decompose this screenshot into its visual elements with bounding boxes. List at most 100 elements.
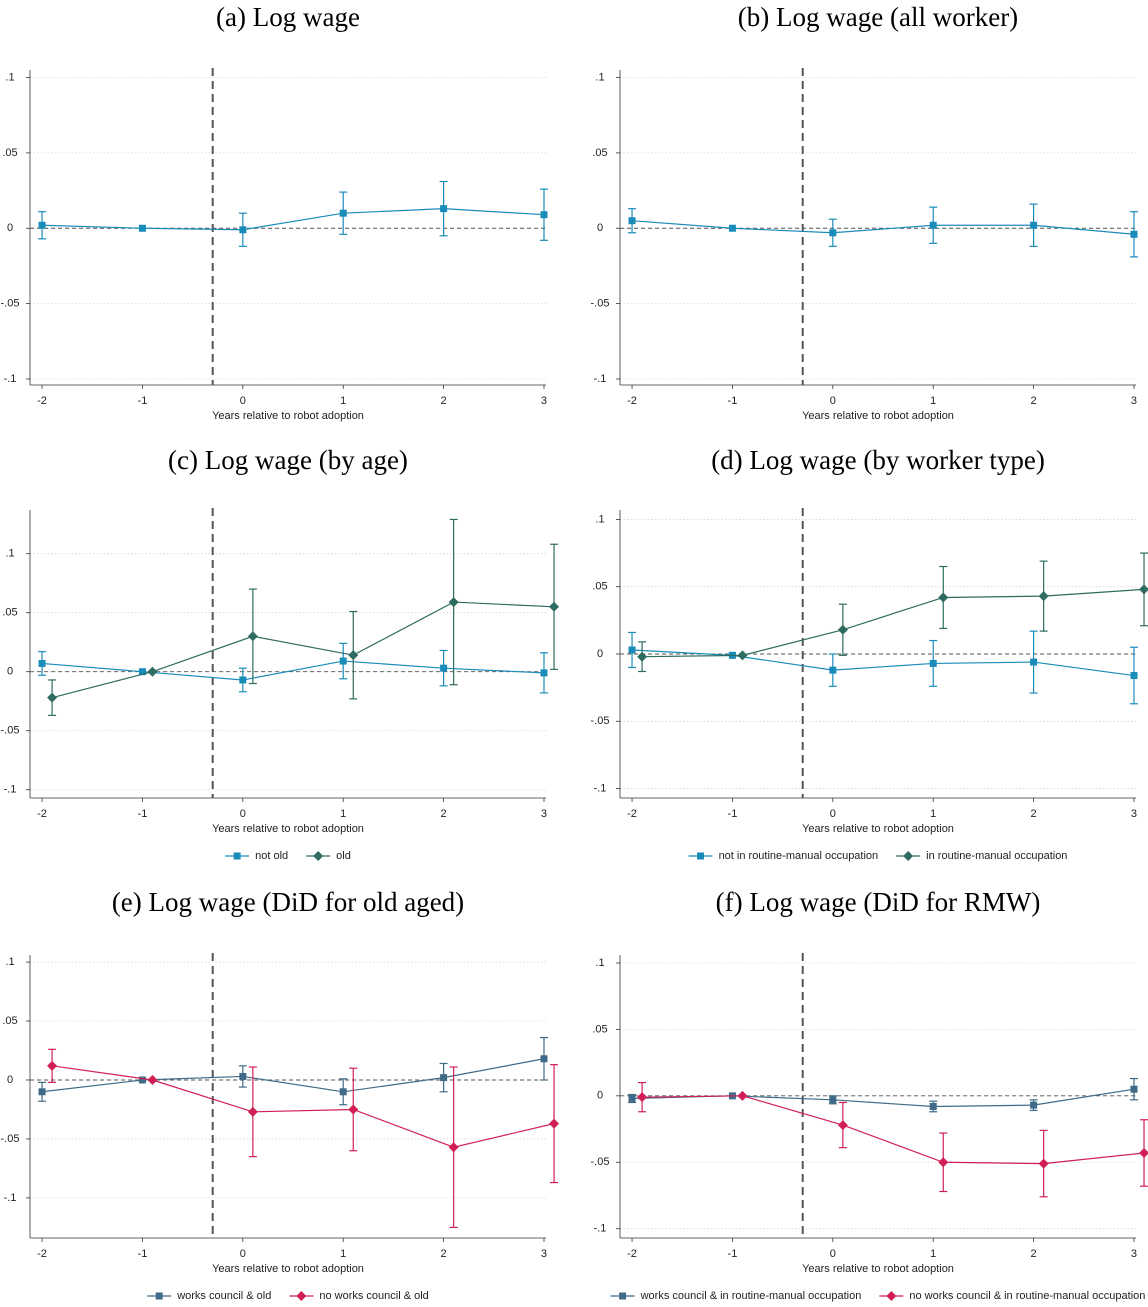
x-tick-label: 1 xyxy=(930,1248,936,1260)
x-tick-label: -1 xyxy=(728,808,738,820)
y-tick-label: -.1 xyxy=(594,782,607,794)
x-tick-label: 0 xyxy=(830,395,836,407)
data-point xyxy=(138,668,146,676)
data-point xyxy=(147,1074,158,1085)
legend-marker xyxy=(296,1291,307,1301)
chart-title: (e) Log wage (DiD for old aged) xyxy=(112,887,464,917)
y-tick-label: -.05 xyxy=(1,725,20,737)
data-point xyxy=(929,1102,937,1110)
series-line xyxy=(632,220,1135,235)
legend-marker xyxy=(155,1292,163,1300)
chart-panel: (e) Log wage (DiD for old aged) -.1 -.05 0.… xyxy=(1,887,560,1302)
legend-marker xyxy=(903,851,914,861)
y-tick-label: .05 xyxy=(2,147,17,159)
chart-title: (a) Log wage xyxy=(216,2,360,32)
y-tick-label: 0 xyxy=(7,666,13,678)
y-tick-label: -.1 xyxy=(4,784,17,796)
series-line xyxy=(52,1065,555,1148)
x-tick-label: 2 xyxy=(1031,808,1037,820)
x-tick-label: -2 xyxy=(627,1248,637,1260)
y-tick-label: .1 xyxy=(595,71,604,83)
data-point xyxy=(138,1076,146,1084)
chart-panel: (b) Log wage (all worker) -.1 -.05 0 .05 .1 -2… xyxy=(591,2,1138,422)
chart-panel: (d) Log wage (by worker type) -.1 -.05 0 .05… xyxy=(591,445,1148,862)
series-line xyxy=(51,601,555,699)
series-line xyxy=(42,208,545,231)
x-tick-label: -2 xyxy=(627,808,637,820)
legend: not old old xyxy=(225,850,351,862)
data-point xyxy=(440,1074,448,1082)
y-tick-label: .1 xyxy=(5,548,14,560)
x-tick-label: 2 xyxy=(441,1248,447,1260)
data-point xyxy=(938,1157,949,1168)
data-point xyxy=(728,224,736,232)
data-point xyxy=(147,666,158,677)
x-tick-label: 2 xyxy=(1031,395,1037,407)
x-axis-title: Years relative to robot adoption xyxy=(212,410,364,422)
data-point xyxy=(1038,591,1049,602)
data-point xyxy=(1130,672,1138,680)
data-point xyxy=(339,209,347,217)
data-point xyxy=(440,664,448,672)
x-tick-label: -2 xyxy=(37,1248,47,1260)
data-point xyxy=(138,224,146,232)
data-point xyxy=(348,1104,359,1115)
data-point xyxy=(929,221,937,229)
data-point xyxy=(38,659,46,667)
data-point xyxy=(247,1106,258,1117)
y-tick-label: -.05 xyxy=(1,298,20,310)
data-point xyxy=(339,657,347,665)
legend-marker xyxy=(697,852,705,860)
x-tick-label: 1 xyxy=(340,1248,346,1260)
x-tick-label: 0 xyxy=(240,808,246,820)
series-line xyxy=(632,1088,1135,1108)
data-point xyxy=(1030,658,1038,666)
y-tick-label: .1 xyxy=(5,71,14,83)
data-point xyxy=(1038,1158,1049,1169)
chart-title: (c) Log wage (by age) xyxy=(168,445,408,475)
data-point xyxy=(628,646,636,654)
data-point xyxy=(339,1088,347,1096)
y-tick-label: .05 xyxy=(592,147,607,159)
legend-label: not old xyxy=(255,850,288,862)
legend-marker xyxy=(886,1291,897,1301)
x-tick-label: 3 xyxy=(541,395,547,407)
legend: not in routine-manual occupation in routi… xyxy=(688,850,1067,862)
x-axis-title: Years relative to robot adoption xyxy=(212,1263,364,1275)
data-point xyxy=(938,592,949,603)
chart-title: (f) Log wage (DiD for RMW) xyxy=(716,887,1041,917)
x-tick-label: -1 xyxy=(728,1248,738,1260)
y-tick-label: -.05 xyxy=(591,1156,610,1168)
data-point xyxy=(837,1120,848,1131)
y-tick-label: .1 xyxy=(5,956,14,968)
data-point xyxy=(549,601,560,612)
data-point xyxy=(1139,1147,1148,1158)
data-point xyxy=(829,666,837,674)
x-tick-label: 2 xyxy=(1031,1248,1037,1260)
x-tick-label: 3 xyxy=(1131,1248,1137,1260)
x-tick-label: -2 xyxy=(37,395,47,407)
data-point xyxy=(1030,1101,1038,1109)
y-tick-label: -.05 xyxy=(591,715,610,727)
legend-label: no works council & old xyxy=(319,1290,428,1302)
x-tick-label: 3 xyxy=(541,808,547,820)
chart-title: (b) Log wage (all worker) xyxy=(738,2,1018,32)
chart-title: (d) Log wage (by worker type) xyxy=(711,445,1045,475)
series-line xyxy=(642,1095,1145,1165)
series-line xyxy=(41,1058,545,1093)
data-point xyxy=(239,1072,247,1080)
data-point xyxy=(637,1092,648,1103)
y-tick-label: .05 xyxy=(2,607,17,619)
y-tick-label: .1 xyxy=(595,957,604,969)
data-point xyxy=(637,651,648,662)
data-point xyxy=(440,205,448,213)
x-axis-title: Years relative to robot adoption xyxy=(802,410,954,422)
x-axis-title: Years relative to robot adoption xyxy=(802,823,954,835)
data-point xyxy=(348,650,359,661)
legend: works council & in routine-manual occupa… xyxy=(610,1290,1145,1302)
y-tick-label: -.05 xyxy=(591,298,610,310)
x-tick-label: 3 xyxy=(541,1248,547,1260)
legend-marker xyxy=(313,851,324,861)
data-point xyxy=(549,1118,560,1129)
y-tick-label: .1 xyxy=(595,513,604,525)
